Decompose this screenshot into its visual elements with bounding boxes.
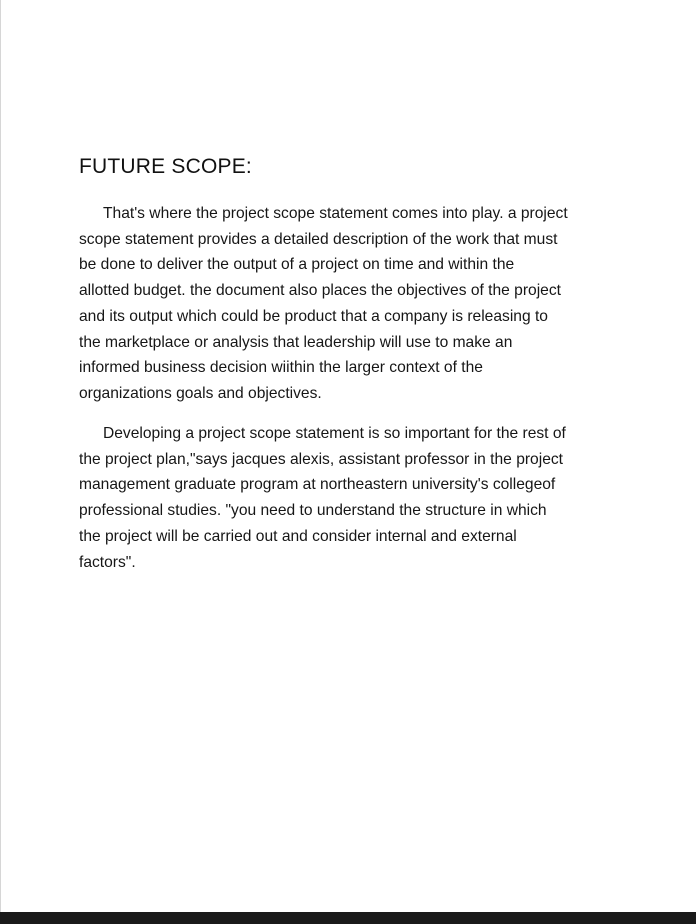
- section-heading: FUTURE SCOPE:: [79, 155, 252, 178]
- paragraph-line: factors".: [79, 553, 136, 571]
- paragraph-line: professional studies. "you need to under…: [79, 502, 547, 520]
- bottom-navigation-bar: [0, 912, 696, 924]
- paragraph-line: be done to deliver the output of a proje…: [79, 256, 515, 274]
- paragraph-line: informed business decision wiithin the l…: [79, 359, 483, 377]
- paragraph-line: scope statement provides a detailed desc…: [79, 230, 558, 248]
- paragraph-line: the project will be carried out and cons…: [79, 527, 517, 545]
- paragraph-line: That's where the project scope statement…: [103, 205, 568, 222]
- paragraph-1: That's where the project scope statement…: [79, 201, 639, 407]
- paragraph-2: Developing a project scope statement is …: [79, 421, 639, 575]
- paragraph-line: allotted budget. the document also place…: [79, 282, 561, 300]
- paragraph-line: the marketplace or analysis that leaders…: [79, 333, 513, 351]
- paragraph-line: and its output which could be product th…: [79, 307, 548, 325]
- paragraph-line: Developing a project scope statement is …: [103, 425, 566, 442]
- paragraph-line: the project plan,"says jacques alexis, a…: [79, 450, 563, 468]
- paragraph-line: organizations goals and objectives.: [79, 384, 322, 402]
- paragraph-line: management graduate program at northeast…: [79, 476, 556, 494]
